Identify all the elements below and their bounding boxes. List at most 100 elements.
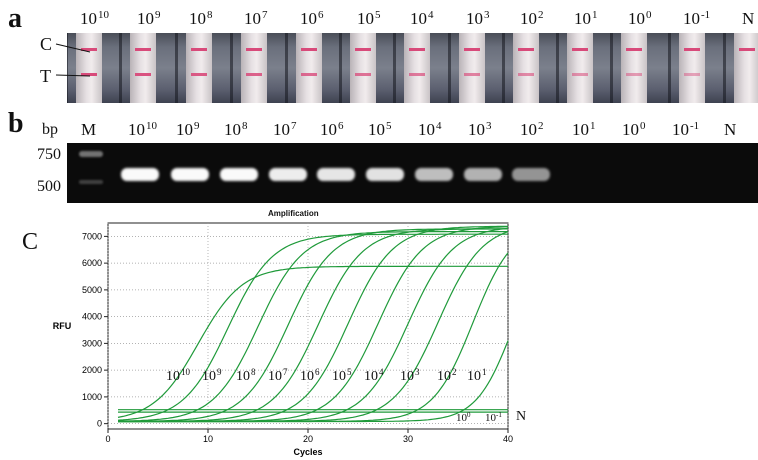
amplification-curve (117, 265, 508, 418)
test-line-label: T (40, 66, 51, 86)
pcr-product-band (269, 168, 307, 181)
gel-lane-label: 101 (572, 120, 596, 139)
curve-concentration-label: 101 (467, 367, 487, 384)
pcr-product-band (464, 168, 502, 181)
x-tick-label: 40 (503, 434, 513, 444)
tube-edge (393, 33, 396, 103)
pcr-product-band (512, 168, 550, 181)
gel-lane-label: 103 (468, 120, 492, 139)
y-tick-label: 4000 (82, 312, 102, 322)
pcr-product-band (317, 168, 355, 181)
x-tick-label: 20 (303, 434, 313, 444)
test-band (409, 73, 425, 76)
bp-750-label: 750 (37, 146, 61, 163)
bp-unit-label: bp (42, 121, 58, 138)
pcr-product-band (121, 168, 159, 181)
ladder-band-750 (79, 151, 103, 157)
test-band (301, 73, 317, 76)
test-band (135, 73, 151, 76)
curve-concentration-label: 108 (236, 367, 256, 384)
control-band (246, 48, 262, 51)
baseline-concentration-label: 10-1 (485, 411, 502, 424)
test-strip (241, 33, 267, 103)
test-strip (130, 33, 156, 103)
control-band (518, 48, 534, 51)
strip-concentration-label: 103 (466, 9, 490, 28)
control-band (739, 48, 755, 51)
y-axis-title: RFU (53, 321, 72, 331)
amplification-curve (117, 233, 508, 421)
control-band (684, 48, 700, 51)
strip-concentration-label: 108 (189, 9, 213, 28)
strip-concentration-label: 101 (574, 9, 598, 28)
tube-edge (175, 33, 178, 103)
gel-lane-label: 100 (622, 120, 646, 139)
control-band (301, 48, 317, 51)
test-strip (76, 33, 102, 103)
y-tick-label: 0 (97, 419, 102, 429)
y-tick-label: 2000 (82, 365, 102, 375)
x-tick-label: 10 (203, 434, 213, 444)
x-tick-label: 30 (403, 434, 413, 444)
strip-concentration-label: 105 (357, 9, 381, 28)
strip-concentration-label: 109 (137, 9, 161, 28)
control-band (81, 48, 97, 51)
gel-lane-label: 106 (320, 120, 344, 139)
gel-lane-label: 105 (368, 120, 392, 139)
test-strip (567, 33, 593, 103)
tube-edge (448, 33, 451, 103)
x-axis-title: Cycles (293, 447, 322, 457)
tube-edge (230, 33, 233, 103)
curve-concentration-label: 103 (400, 367, 420, 384)
panel-a-letter: a (8, 3, 22, 34)
test-strip (186, 33, 212, 103)
pcr-product-band (220, 168, 258, 181)
tube-edge (67, 33, 68, 103)
baseline-concentration-label: 100 (456, 411, 471, 424)
test-band (81, 73, 97, 76)
test-band (518, 73, 534, 76)
control-band (355, 48, 371, 51)
tube-edge (610, 33, 613, 103)
y-tick-label: 7000 (82, 231, 102, 241)
chart-title: Amplification (268, 209, 319, 218)
control-band (626, 48, 642, 51)
test-band (572, 73, 588, 76)
strip-concentration-label: 1010 (80, 9, 109, 28)
gel-lane-label: N (724, 120, 737, 139)
tube-edge (285, 33, 288, 103)
control-band (464, 48, 480, 51)
test-strip (513, 33, 539, 103)
strip-concentration-label: 107 (244, 9, 268, 28)
gel-lane-label: 10-1 (672, 120, 700, 139)
curve-concentration-label: 1010 (166, 367, 190, 384)
strip-concentration-label: 10-1 (683, 9, 711, 28)
curve-concentration-label: 109 (202, 367, 222, 384)
ladder-band-500 (79, 180, 103, 184)
curve-concentration-label: 105 (332, 367, 352, 384)
x-tick-label: 0 (105, 434, 110, 444)
strip-concentration-label: N (742, 9, 755, 28)
test-band (355, 73, 371, 76)
tube-edge (339, 33, 342, 103)
test-band (684, 73, 700, 76)
curve-concentration-label: 104 (364, 367, 384, 384)
control-band (191, 48, 207, 51)
test-strip (296, 33, 322, 103)
test-band (191, 73, 207, 76)
test-band (626, 73, 642, 76)
strip-concentration-label: 106 (300, 9, 324, 28)
pcr-product-band (366, 168, 404, 181)
pcr-product-band (171, 168, 209, 181)
control-band (135, 48, 151, 51)
tube-edge (119, 33, 122, 103)
panel-c-letter: C (22, 229, 39, 255)
curve-concentration-label: 107 (268, 367, 288, 384)
test-strip (734, 33, 758, 103)
gel-lane-label: 104 (418, 120, 442, 139)
lateral-flow-strip-photo (67, 33, 758, 103)
pcr-product-band (415, 168, 453, 181)
tube-edge (502, 33, 505, 103)
gel-lane-label: 102 (520, 120, 544, 139)
